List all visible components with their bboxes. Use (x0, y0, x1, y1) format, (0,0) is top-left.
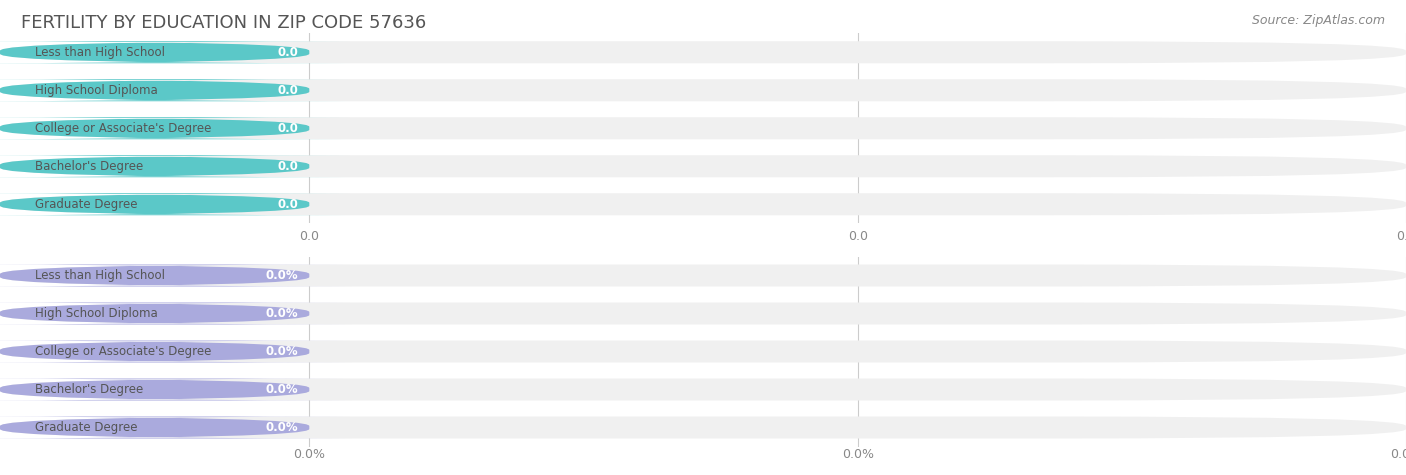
FancyBboxPatch shape (0, 117, 1406, 139)
FancyBboxPatch shape (0, 341, 352, 362)
FancyBboxPatch shape (0, 417, 1406, 438)
Text: Source: ZipAtlas.com: Source: ZipAtlas.com (1251, 14, 1385, 27)
FancyBboxPatch shape (0, 193, 352, 215)
FancyBboxPatch shape (0, 379, 352, 400)
Text: 0.0%: 0.0% (266, 269, 298, 282)
Text: 0.0: 0.0 (277, 198, 298, 211)
Text: 0.0: 0.0 (277, 84, 298, 97)
Text: 0.0: 0.0 (277, 46, 298, 59)
Text: 0.0: 0.0 (299, 230, 319, 243)
Text: Bachelor's Degree: Bachelor's Degree (35, 383, 143, 396)
Text: 0.0%: 0.0% (266, 383, 298, 396)
FancyBboxPatch shape (0, 79, 1406, 101)
Text: Less than High School: Less than High School (35, 46, 165, 59)
FancyBboxPatch shape (0, 79, 352, 101)
FancyBboxPatch shape (0, 193, 1406, 215)
FancyBboxPatch shape (0, 379, 1406, 400)
Text: College or Associate's Degree: College or Associate's Degree (35, 345, 211, 358)
Text: College or Associate's Degree: College or Associate's Degree (35, 122, 211, 135)
FancyBboxPatch shape (0, 265, 1406, 286)
FancyBboxPatch shape (0, 417, 352, 438)
Text: Less than High School: Less than High School (35, 269, 165, 282)
Text: Bachelor's Degree: Bachelor's Degree (35, 160, 143, 173)
FancyBboxPatch shape (0, 341, 1406, 362)
Text: 0.0%: 0.0% (1391, 448, 1406, 461)
FancyBboxPatch shape (0, 155, 1406, 177)
Text: 0.0%: 0.0% (266, 421, 298, 434)
Text: Graduate Degree: Graduate Degree (35, 421, 138, 434)
FancyBboxPatch shape (0, 303, 1406, 324)
Text: 0.0: 0.0 (277, 160, 298, 173)
FancyBboxPatch shape (0, 265, 352, 286)
FancyBboxPatch shape (0, 155, 352, 177)
Text: FERTILITY BY EDUCATION IN ZIP CODE 57636: FERTILITY BY EDUCATION IN ZIP CODE 57636 (21, 14, 426, 32)
FancyBboxPatch shape (0, 117, 352, 139)
Text: 0.0: 0.0 (848, 230, 868, 243)
FancyBboxPatch shape (0, 41, 352, 63)
Text: 0.0: 0.0 (277, 122, 298, 135)
Text: High School Diploma: High School Diploma (35, 307, 157, 320)
Text: 0.0%: 0.0% (294, 448, 325, 461)
FancyBboxPatch shape (0, 41, 1406, 63)
Text: 0.0%: 0.0% (842, 448, 873, 461)
Text: 0.0%: 0.0% (266, 307, 298, 320)
Text: 0.0%: 0.0% (266, 345, 298, 358)
FancyBboxPatch shape (0, 303, 352, 324)
Text: High School Diploma: High School Diploma (35, 84, 157, 97)
Text: Graduate Degree: Graduate Degree (35, 198, 138, 211)
Text: 0.0: 0.0 (1396, 230, 1406, 243)
